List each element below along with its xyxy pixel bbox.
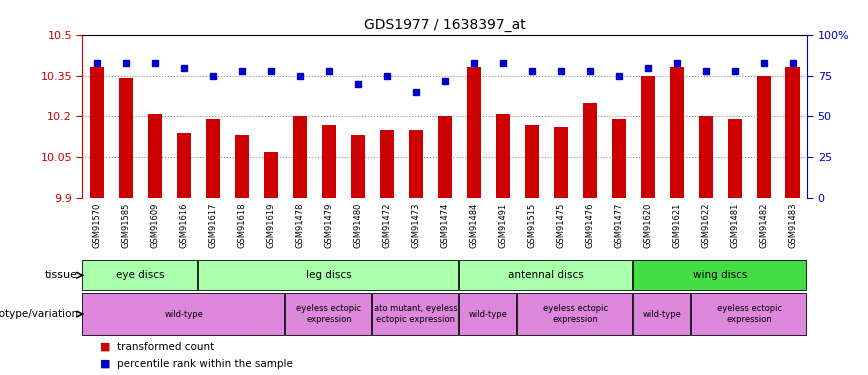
Text: GSM91621: GSM91621 — [673, 203, 681, 248]
Text: ato mutant, eyeless
ectopic expression: ato mutant, eyeless ectopic expression — [374, 304, 457, 324]
Bar — [524, 124, 539, 198]
Bar — [177, 133, 191, 198]
Bar — [379, 130, 394, 198]
Text: ■: ■ — [100, 342, 110, 352]
Bar — [669, 68, 684, 198]
Bar — [634, 293, 690, 335]
Bar — [786, 68, 800, 198]
Bar — [82, 261, 197, 290]
Bar — [757, 76, 771, 198]
Bar — [199, 261, 458, 290]
Bar — [634, 261, 806, 290]
Text: GSM91476: GSM91476 — [585, 203, 595, 248]
Bar — [699, 117, 713, 198]
Text: GSM91473: GSM91473 — [411, 203, 420, 248]
Title: GDS1977 / 1638397_at: GDS1977 / 1638397_at — [364, 18, 526, 33]
Bar — [372, 293, 458, 335]
Text: GSM91478: GSM91478 — [295, 203, 305, 248]
Bar — [322, 124, 336, 198]
Bar — [234, 135, 249, 198]
Text: GSM91480: GSM91480 — [353, 203, 362, 248]
Bar — [293, 117, 307, 198]
Text: ■: ■ — [100, 359, 110, 369]
Text: GSM91479: GSM91479 — [325, 203, 333, 248]
Text: GSM91474: GSM91474 — [440, 203, 450, 248]
Text: wild-type: wild-type — [165, 310, 203, 319]
Text: genotype/variation: genotype/variation — [0, 309, 78, 319]
Bar — [641, 76, 655, 198]
Text: wild-type: wild-type — [643, 310, 681, 319]
Text: GSM91481: GSM91481 — [730, 203, 740, 248]
Text: GSM91472: GSM91472 — [383, 203, 391, 248]
Bar — [582, 103, 597, 198]
Text: eye discs: eye discs — [116, 270, 165, 280]
Text: GSM91482: GSM91482 — [760, 203, 768, 248]
Text: GSM91616: GSM91616 — [180, 203, 188, 248]
Bar — [467, 68, 481, 198]
Text: antennal discs: antennal discs — [509, 270, 584, 280]
Bar — [409, 130, 423, 198]
Text: percentile rank within the sample: percentile rank within the sample — [117, 359, 293, 369]
Text: GSM91484: GSM91484 — [470, 203, 478, 248]
Bar — [351, 135, 365, 198]
Bar — [206, 119, 220, 198]
Bar — [459, 261, 632, 290]
Bar — [89, 68, 104, 198]
Text: GSM91475: GSM91475 — [556, 203, 565, 248]
Text: tissue: tissue — [45, 270, 78, 280]
Bar — [437, 117, 452, 198]
Bar — [148, 114, 162, 198]
Text: GSM91617: GSM91617 — [208, 203, 217, 248]
Text: eyeless ectopic
expression: eyeless ectopic expression — [542, 304, 608, 324]
Text: wild-type: wild-type — [469, 310, 508, 319]
Text: eyeless ectopic
expression: eyeless ectopic expression — [717, 304, 782, 324]
Bar — [286, 293, 372, 335]
Bar — [554, 128, 568, 198]
Text: GSM91585: GSM91585 — [122, 203, 130, 248]
Bar — [119, 78, 133, 198]
Text: GSM91619: GSM91619 — [266, 203, 275, 248]
Text: GSM91477: GSM91477 — [615, 203, 623, 248]
Bar — [517, 293, 632, 335]
Bar — [264, 152, 278, 198]
Bar — [612, 119, 626, 198]
Text: transformed count: transformed count — [117, 342, 214, 352]
Text: GSM91491: GSM91491 — [498, 203, 507, 248]
Text: GSM91609: GSM91609 — [150, 203, 160, 248]
Text: GSM91515: GSM91515 — [528, 203, 536, 248]
Text: wing discs: wing discs — [693, 270, 747, 280]
Bar — [727, 119, 742, 198]
Text: GSM91620: GSM91620 — [643, 203, 652, 248]
Bar — [82, 293, 284, 335]
Text: leg discs: leg discs — [306, 270, 352, 280]
Text: GSM91483: GSM91483 — [788, 203, 797, 248]
Text: GSM91570: GSM91570 — [93, 203, 102, 248]
Text: GSM91618: GSM91618 — [238, 203, 247, 248]
Text: eyeless ectopic
expression: eyeless ectopic expression — [296, 304, 361, 324]
Bar — [691, 293, 806, 335]
Text: GSM91622: GSM91622 — [701, 203, 710, 248]
Bar — [459, 293, 516, 335]
Bar — [496, 114, 510, 198]
